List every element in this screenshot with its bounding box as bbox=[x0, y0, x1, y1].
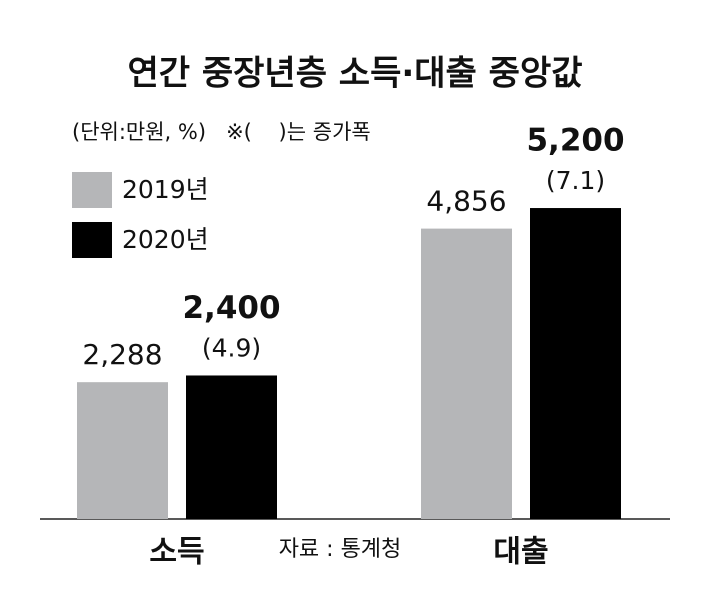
legend-label: 2019년 bbox=[122, 175, 209, 204]
legend-swatch bbox=[72, 222, 112, 258]
legend-label: 2020년 bbox=[122, 225, 209, 254]
value-label: 2,400 bbox=[182, 290, 280, 326]
bar bbox=[77, 382, 168, 519]
change-label: (4.9) bbox=[202, 333, 261, 362]
chart-subtitle: (단위:만원, %) ※( )는 증가폭 bbox=[72, 120, 371, 144]
value-label: 4,856 bbox=[426, 185, 506, 218]
x-tick-label: 소득 bbox=[149, 535, 204, 570]
bar bbox=[186, 375, 277, 519]
change-label: (7.1) bbox=[546, 166, 605, 195]
source: 자료 : 통계청 bbox=[279, 537, 402, 562]
bar bbox=[421, 228, 512, 519]
bar bbox=[530, 208, 621, 520]
value-label: 5,200 bbox=[526, 123, 624, 159]
legend-swatch bbox=[72, 172, 112, 208]
value-label: 2,288 bbox=[82, 338, 162, 371]
chart-title: 연간 중장년층 소득·대출 중앙값 bbox=[127, 54, 582, 94]
x-tick-label: 대출 bbox=[493, 535, 548, 570]
